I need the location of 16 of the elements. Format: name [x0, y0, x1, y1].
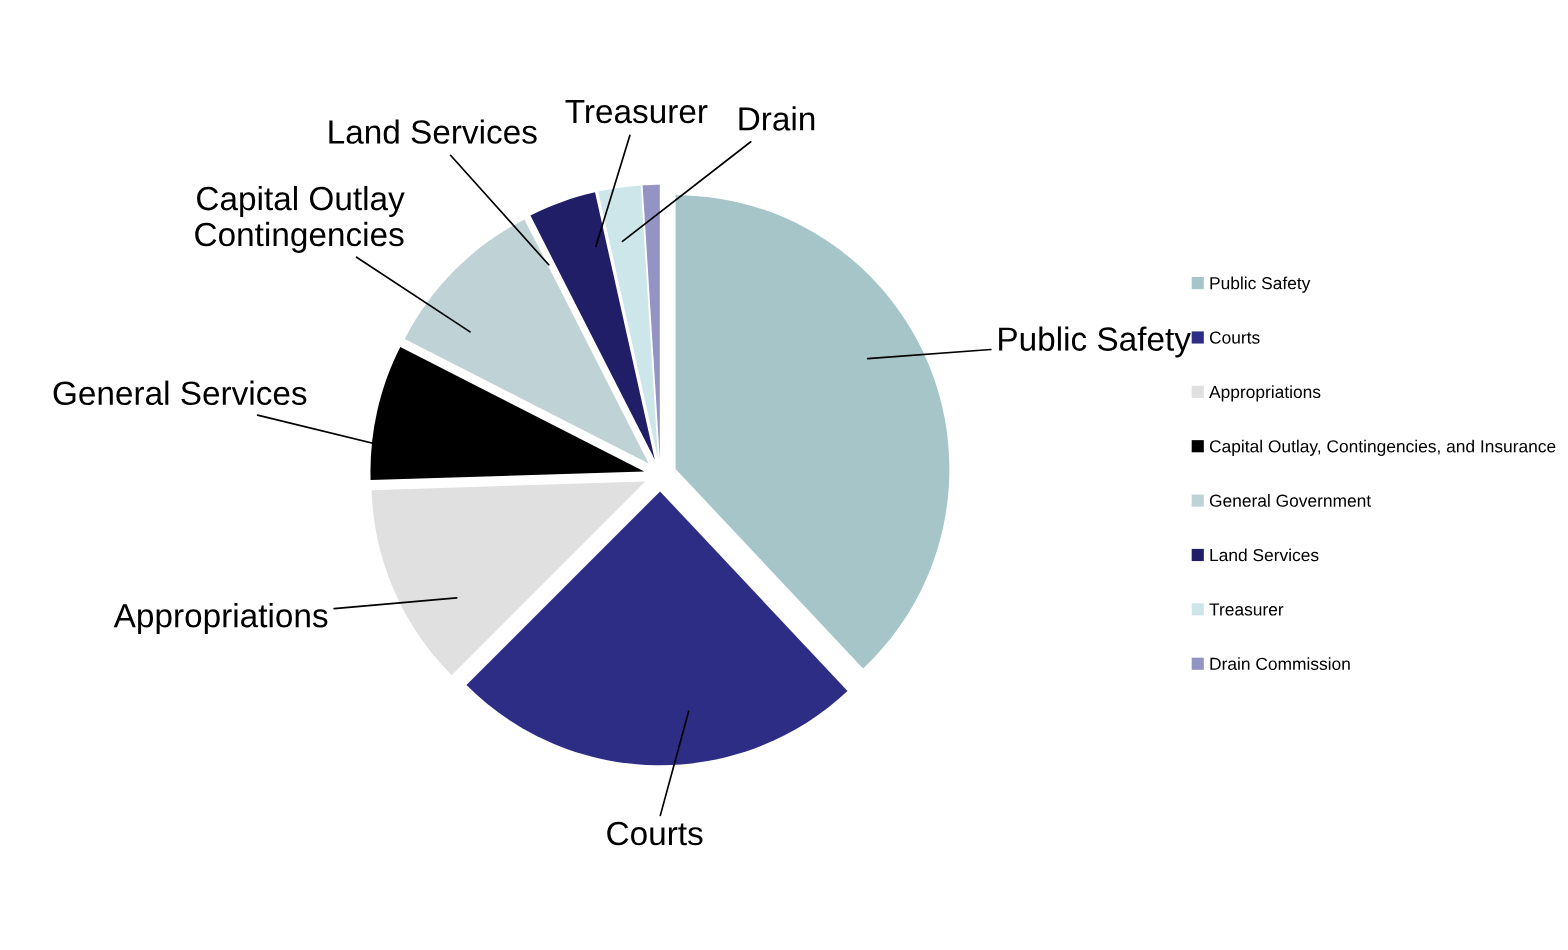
legend-label: Appropriations: [1209, 385, 1321, 402]
legend-label: Land Services: [1210, 548, 1319, 562]
text: Drain: [739, 106, 815, 131]
legend-label: Treasurer: [1209, 603, 1284, 616]
text: Land Services: [329, 119, 537, 144]
text: Treasurer: [565, 100, 708, 124]
text: Public Safety: [999, 326, 1191, 358]
text: General Services: [53, 380, 307, 406]
text: Capital Outlay Contingencies: [195, 185, 405, 253]
legend-label: Capital Outlay, Contingencies, and Insurance: [1209, 439, 1556, 456]
legend-label: Public Safety: [1210, 276, 1311, 293]
text: Courts: [607, 821, 703, 846]
legend-label: Courts: [1209, 331, 1260, 344]
legend-label: Drain Commission: [1210, 657, 1350, 670]
text: Appropriations: [113, 603, 328, 635]
legend-label: General Government: [1209, 494, 1372, 507]
